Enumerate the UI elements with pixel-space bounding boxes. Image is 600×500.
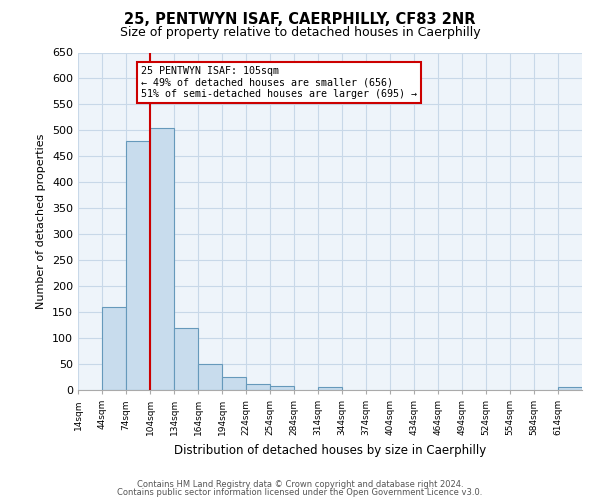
Bar: [102, 307, 126, 390]
Bar: [318, 388, 342, 390]
Text: 25 PENTWYN ISAF: 105sqm
← 49% of detached houses are smaller (656)
51% of semi-d: 25 PENTWYN ISAF: 105sqm ← 49% of detache…: [141, 66, 417, 99]
Bar: [246, 384, 270, 390]
Text: Size of property relative to detached houses in Caerphilly: Size of property relative to detached ho…: [119, 26, 481, 39]
Bar: [150, 128, 174, 390]
Bar: [174, 328, 198, 390]
Bar: [126, 141, 150, 390]
Bar: [198, 364, 222, 390]
Text: Contains public sector information licensed under the Open Government Licence v3: Contains public sector information licen…: [118, 488, 482, 497]
Bar: [222, 377, 246, 390]
X-axis label: Distribution of detached houses by size in Caerphilly: Distribution of detached houses by size …: [174, 444, 486, 456]
Text: Contains HM Land Registry data © Crown copyright and database right 2024.: Contains HM Land Registry data © Crown c…: [137, 480, 463, 489]
Y-axis label: Number of detached properties: Number of detached properties: [37, 134, 46, 309]
Text: 25, PENTWYN ISAF, CAERPHILLY, CF83 2NR: 25, PENTWYN ISAF, CAERPHILLY, CF83 2NR: [124, 12, 476, 28]
Bar: [270, 386, 294, 390]
Bar: [558, 388, 582, 390]
